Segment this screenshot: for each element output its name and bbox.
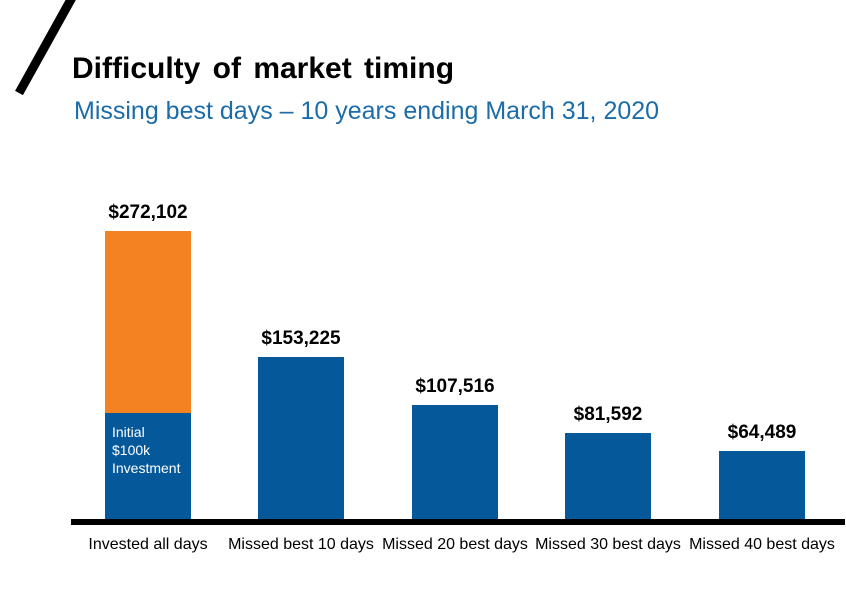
value-label-invested-all-days: $272,102 bbox=[108, 202, 188, 223]
category-label-missed-30: Missed 30 best days bbox=[535, 536, 681, 553]
initial-label-line: Initial bbox=[112, 424, 145, 440]
category-label-invested-all-days: Invested all days bbox=[88, 536, 208, 553]
initial-investment-label: Initial $100k Investment bbox=[112, 423, 180, 477]
page-subtitle: Missing best days – 10 years ending Marc… bbox=[74, 97, 660, 125]
bar-missed-20-best-days bbox=[412, 405, 498, 519]
value-label-missed-30: $81,592 bbox=[573, 404, 643, 425]
bar-missed-30-best-days bbox=[565, 433, 651, 519]
bar-invested-all-days: Initial $100k Investment bbox=[105, 231, 191, 519]
initial-label-line: $100k bbox=[112, 442, 151, 458]
value-label-missed-40: $64,489 bbox=[727, 422, 797, 443]
bar-missed-best-10-days bbox=[258, 357, 344, 519]
category-label-missed-20: Missed 20 best days bbox=[382, 536, 528, 553]
value-label-missed-20: $107,516 bbox=[415, 376, 495, 397]
bar-initial-segment: Initial $100k Investment bbox=[105, 413, 191, 519]
category-label-missed-10: Missed best 10 days bbox=[228, 536, 374, 553]
category-label-missed-40: Missed 40 best days bbox=[689, 536, 835, 553]
value-label-missed-10: $153,225 bbox=[261, 328, 341, 349]
bar-missed-40-best-days bbox=[719, 451, 805, 519]
logo-slash-icon bbox=[15, 0, 76, 96]
x-axis-line bbox=[71, 519, 845, 525]
bar-growth-segment bbox=[105, 231, 191, 413]
initial-label-line: Investment bbox=[112, 460, 181, 476]
page-title: Difficulty of market timing bbox=[72, 52, 455, 85]
